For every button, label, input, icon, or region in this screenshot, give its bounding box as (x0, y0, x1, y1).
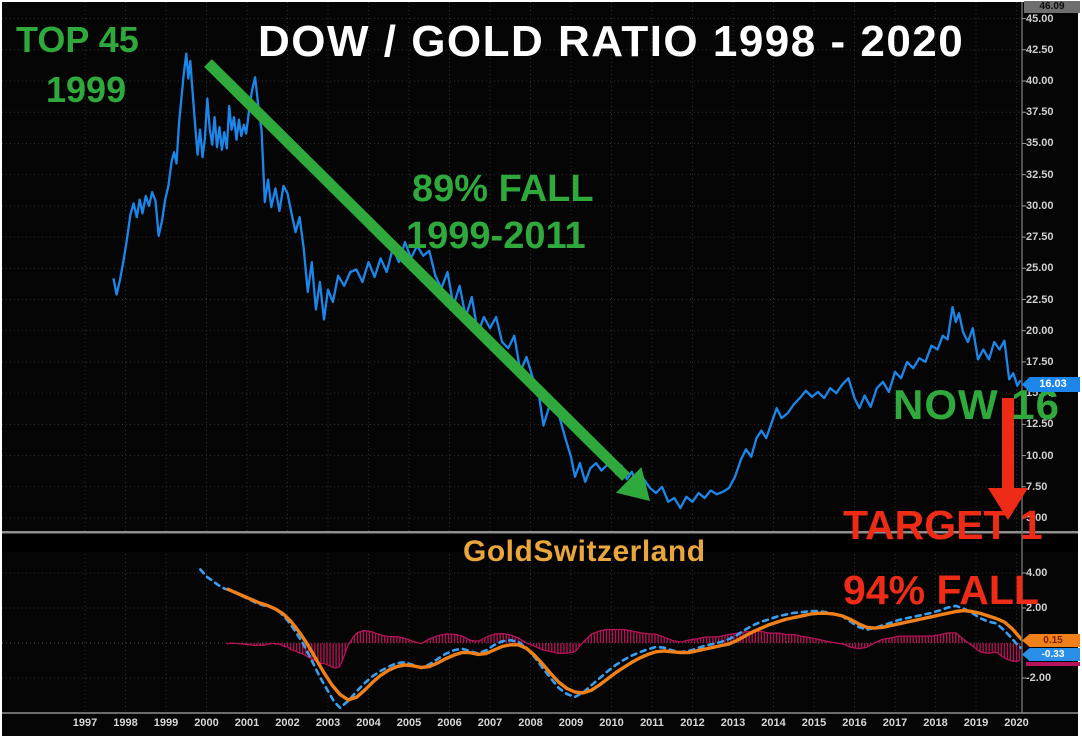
year-tick-label: 2019 (963, 717, 989, 729)
oscillator-tick-label: 4.00 (1026, 567, 1048, 579)
year-tick-label: 2006 (437, 717, 462, 729)
price-tick-label: 30.00 (1026, 199, 1054, 212)
price-tick-label: 37.50 (1026, 106, 1054, 119)
year-tick-label: 2018 (923, 717, 948, 729)
annotation-fall-years: 1999-2011 (406, 215, 586, 257)
price-tick-label: 12.50 (1026, 418, 1054, 431)
dow-gold-ratio-line (112, 52, 1022, 510)
year-tick-label: 2008 (518, 717, 543, 729)
page-title: DOW / GOLD RATIO 1998 - 2020 (258, 17, 965, 66)
year-tick-label: 2012 (680, 717, 705, 729)
oscillator-tick-label: -2.00 (1026, 672, 1052, 684)
year-tick-label: 2015 (801, 717, 827, 729)
price-tick-label: 45.00 (1026, 12, 1054, 25)
year-tick-label: 1997 (72, 717, 98, 729)
year-tick-label: 2007 (477, 717, 503, 729)
oscillator-tick-label: 2.00 (1026, 602, 1048, 614)
year-tick-label: 1998 (113, 717, 138, 729)
watermark-goldswitzerland: GoldSwitzerland (463, 535, 706, 568)
price-tick-label: 20.00 (1026, 324, 1054, 337)
year-tick-label: 2004 (356, 717, 381, 729)
price-tick-label: 27.50 (1026, 231, 1054, 244)
year-tick-label: 2013 (720, 717, 746, 729)
oscillator-fast-tag: -0.33 (1022, 648, 1080, 661)
price-tick-label: 42.50 (1026, 43, 1054, 56)
oscillator-histogram-tag (1026, 662, 1080, 666)
year-tick-label: 2001 (234, 717, 260, 729)
annotation-top-45: TOP 45 (16, 19, 139, 60)
year-tick-label: 2010 (599, 717, 624, 729)
year-tick-label: 2020 (1004, 717, 1029, 729)
price-tick-label: 35.00 (1026, 137, 1054, 150)
year-tick-label: 2014 (761, 717, 786, 729)
price-tick-label: 5.00 (1026, 512, 1048, 524)
year-tick-label: 2005 (396, 717, 422, 729)
price-tick-label: 17.50 (1026, 355, 1054, 368)
year-tick-label: 2002 (275, 717, 300, 729)
panel-separator (2, 531, 1078, 534)
red-target-arrow (988, 398, 1028, 520)
price-tick-label: 25.00 (1026, 262, 1054, 275)
green-fall-arrow (204, 59, 650, 501)
price-tick-label: 32.50 (1026, 168, 1054, 181)
oscillator-histogram (226, 628, 1021, 669)
annotation-89-fall: 89% FALL (412, 168, 594, 210)
year-tick-label: 1999 (153, 717, 179, 729)
year-tick-label: 2016 (842, 717, 867, 729)
last-price-tag: 16.03 (1022, 377, 1080, 392)
price-tick-label: 22.50 (1026, 293, 1054, 306)
price-tick-label: 10.00 (1026, 449, 1054, 462)
axis-high-tag: 46.09 (1024, 1, 1080, 13)
year-tick-label: 2011 (640, 717, 664, 729)
oscillator-fast-line (199, 568, 1022, 710)
price-tick-label: 7.50 (1026, 480, 1048, 493)
year-tick-label: 2009 (558, 717, 584, 729)
year-tick-label: 2017 (882, 717, 908, 729)
year-tick-label: 2003 (315, 717, 341, 729)
annotation-94-fall: 94% FALL (843, 567, 1039, 613)
oscillator-slow-tag: 0.15 (1022, 634, 1080, 647)
annotation-target-1: TARGET 1 (843, 502, 1043, 548)
annotation-top-year: 1999 (46, 69, 127, 110)
price-tick-label: 40.00 (1026, 75, 1054, 88)
oscillator-slow-line (226, 587, 1022, 702)
year-tick-label: 2000 (194, 717, 219, 729)
